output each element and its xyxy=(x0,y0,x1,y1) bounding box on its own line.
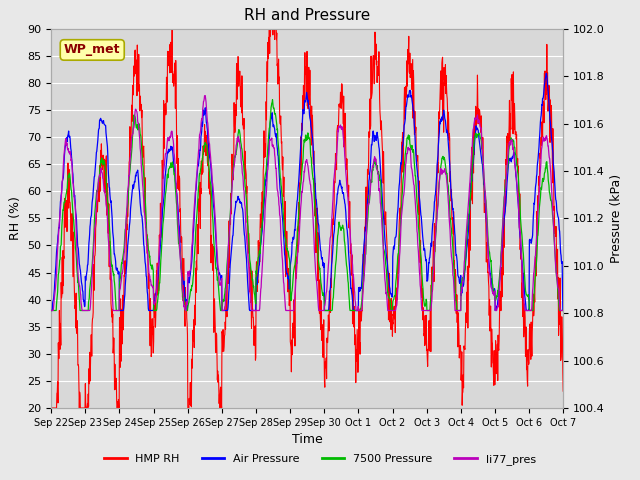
X-axis label: Time: Time xyxy=(292,433,323,446)
Y-axis label: Pressure (kPa): Pressure (kPa) xyxy=(610,174,623,263)
Text: WP_met: WP_met xyxy=(64,44,120,57)
Title: RH and Pressure: RH and Pressure xyxy=(244,9,371,24)
Y-axis label: RH (%): RH (%) xyxy=(9,196,22,240)
Legend: HMP RH, Air Pressure, 7500 Pressure, li77_pres: HMP RH, Air Pressure, 7500 Pressure, li7… xyxy=(100,450,540,469)
